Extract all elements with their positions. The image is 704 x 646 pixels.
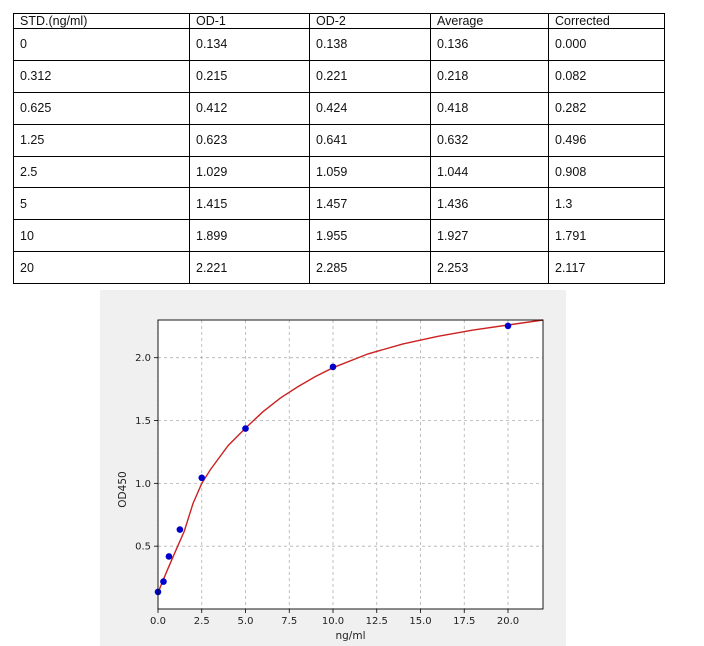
- table-row: 0 0.134 0.138 0.136 0.000: [13, 28, 665, 61]
- table-cell: 0.641: [309, 123, 431, 157]
- table-cell: 0.282: [548, 91, 665, 125]
- y-axis-label: OD450: [117, 471, 129, 507]
- table-header-row: STD.(ng/ml) OD-1 OD-2 Average Corrected: [13, 13, 665, 29]
- fitted-curve-line: [157, 319, 544, 593]
- y-tick-label: 1.0: [135, 479, 151, 490]
- column-header: Average: [430, 13, 549, 29]
- table-cell: 0.134: [189, 28, 310, 61]
- table-cell: 20: [13, 251, 190, 284]
- table-cell: 1.3: [548, 187, 665, 221]
- table-cell: 0.625: [13, 91, 190, 125]
- chart-panel: 0.0 2.5 5.0 7.5 10.0 12.5 15.0 17.5 20.0 0.5 1.0 1.…: [100, 290, 566, 646]
- table-row: 0.625 0.412 0.424 0.418 0.282: [13, 91, 665, 125]
- x-axis-label: ng/ml: [335, 630, 365, 642]
- table-cell: 1.044: [430, 155, 549, 189]
- data-point: [242, 425, 249, 432]
- table-cell: 5: [13, 187, 190, 221]
- plot-area: [158, 320, 543, 609]
- x-tick-label: 5.0: [238, 616, 254, 627]
- data-point: [160, 578, 167, 585]
- data-point: [329, 363, 337, 371]
- table-cell: 0.000: [548, 28, 665, 61]
- table-cell: 0: [13, 28, 190, 61]
- table-cell: 10: [13, 219, 190, 253]
- plot-frame: [157, 319, 544, 610]
- table-row: 10 1.899 1.955 1.927 1.791: [13, 219, 665, 253]
- standards-table: STD.(ng/ml) OD-1 OD-2 Average Corrected 0 0.1…: [13, 13, 665, 284]
- table-cell: 0.136: [430, 28, 549, 61]
- table-cell: 0.138: [309, 28, 431, 61]
- column-header: STD.(ng/ml): [13, 13, 190, 29]
- table-cell: 1.25: [13, 123, 190, 157]
- table-cell: 1.899: [189, 219, 310, 253]
- table-row: 0.312 0.215 0.221 0.218 0.082: [13, 59, 665, 93]
- table-cell: 0.218: [430, 59, 549, 93]
- standard-curve-chart: 0.0 2.5 5.0 7.5 10.0 12.5 15.0 17.5 20.0 0.5 1.0 1.…: [117, 319, 544, 642]
- x-tick-label: 12.5: [366, 616, 388, 627]
- x-tick-label: 7.5: [281, 616, 297, 627]
- table-cell: 1.955: [309, 219, 431, 253]
- table-cell: 1.415: [189, 187, 310, 221]
- table-cell: 1.791: [548, 219, 665, 253]
- table-cell: 1.927: [430, 219, 549, 253]
- table-row: 20 2.221 2.285 2.253 2.117: [13, 251, 665, 284]
- table-cell: 2.221: [189, 251, 310, 284]
- x-tick-label: 0.0: [150, 616, 166, 627]
- data-point: [198, 474, 206, 482]
- table-cell: 0.418: [430, 91, 549, 125]
- data-point: [165, 553, 173, 560]
- table-cell: 2.117: [548, 251, 665, 284]
- table-cell: 0.312: [13, 59, 190, 93]
- table-cell: 0.082: [548, 59, 665, 93]
- table-cell: 1.029: [189, 155, 310, 189]
- y-tick-label: 2.0: [135, 353, 151, 364]
- table-cell: 0.623: [189, 123, 310, 157]
- x-tick-label: 15.0: [409, 616, 431, 627]
- x-tick-label: 2.5: [194, 616, 210, 627]
- y-tick-label: 0.5: [135, 542, 151, 553]
- table-cell: 0.412: [189, 91, 310, 125]
- table-cell: 2.5: [13, 155, 190, 189]
- x-tick-label: 10.0: [322, 616, 344, 627]
- column-header: OD-1: [189, 13, 310, 29]
- data-point: [176, 526, 184, 533]
- table-cell: 0.215: [189, 59, 310, 93]
- x-tick-label: 20.0: [497, 616, 519, 627]
- table-cell: 0.221: [309, 59, 431, 93]
- table-cell: 1.436: [430, 187, 549, 221]
- table-cell: 2.253: [430, 251, 549, 284]
- x-tick-label: 17.5: [453, 616, 475, 627]
- data-point: [504, 322, 512, 330]
- column-header: Corrected: [548, 13, 665, 29]
- table-cell: 2.285: [309, 251, 431, 284]
- table-cell: 0.632: [430, 123, 549, 157]
- table-row: 1.25 0.623 0.641 0.632 0.496: [13, 123, 665, 157]
- table-cell: 0.496: [548, 123, 665, 157]
- table-cell: 0.424: [309, 91, 431, 125]
- table-row: 5 1.415 1.457 1.436 1.3: [13, 187, 665, 221]
- table-row: 2.5 1.029 1.059 1.044 0.908: [13, 155, 665, 189]
- y-tick-label: 1.5: [135, 416, 151, 427]
- column-header: OD-2: [309, 13, 431, 29]
- table-cell: 0.908: [548, 155, 665, 189]
- table-cell: 1.457: [309, 187, 431, 221]
- table-cell: 1.059: [309, 155, 431, 189]
